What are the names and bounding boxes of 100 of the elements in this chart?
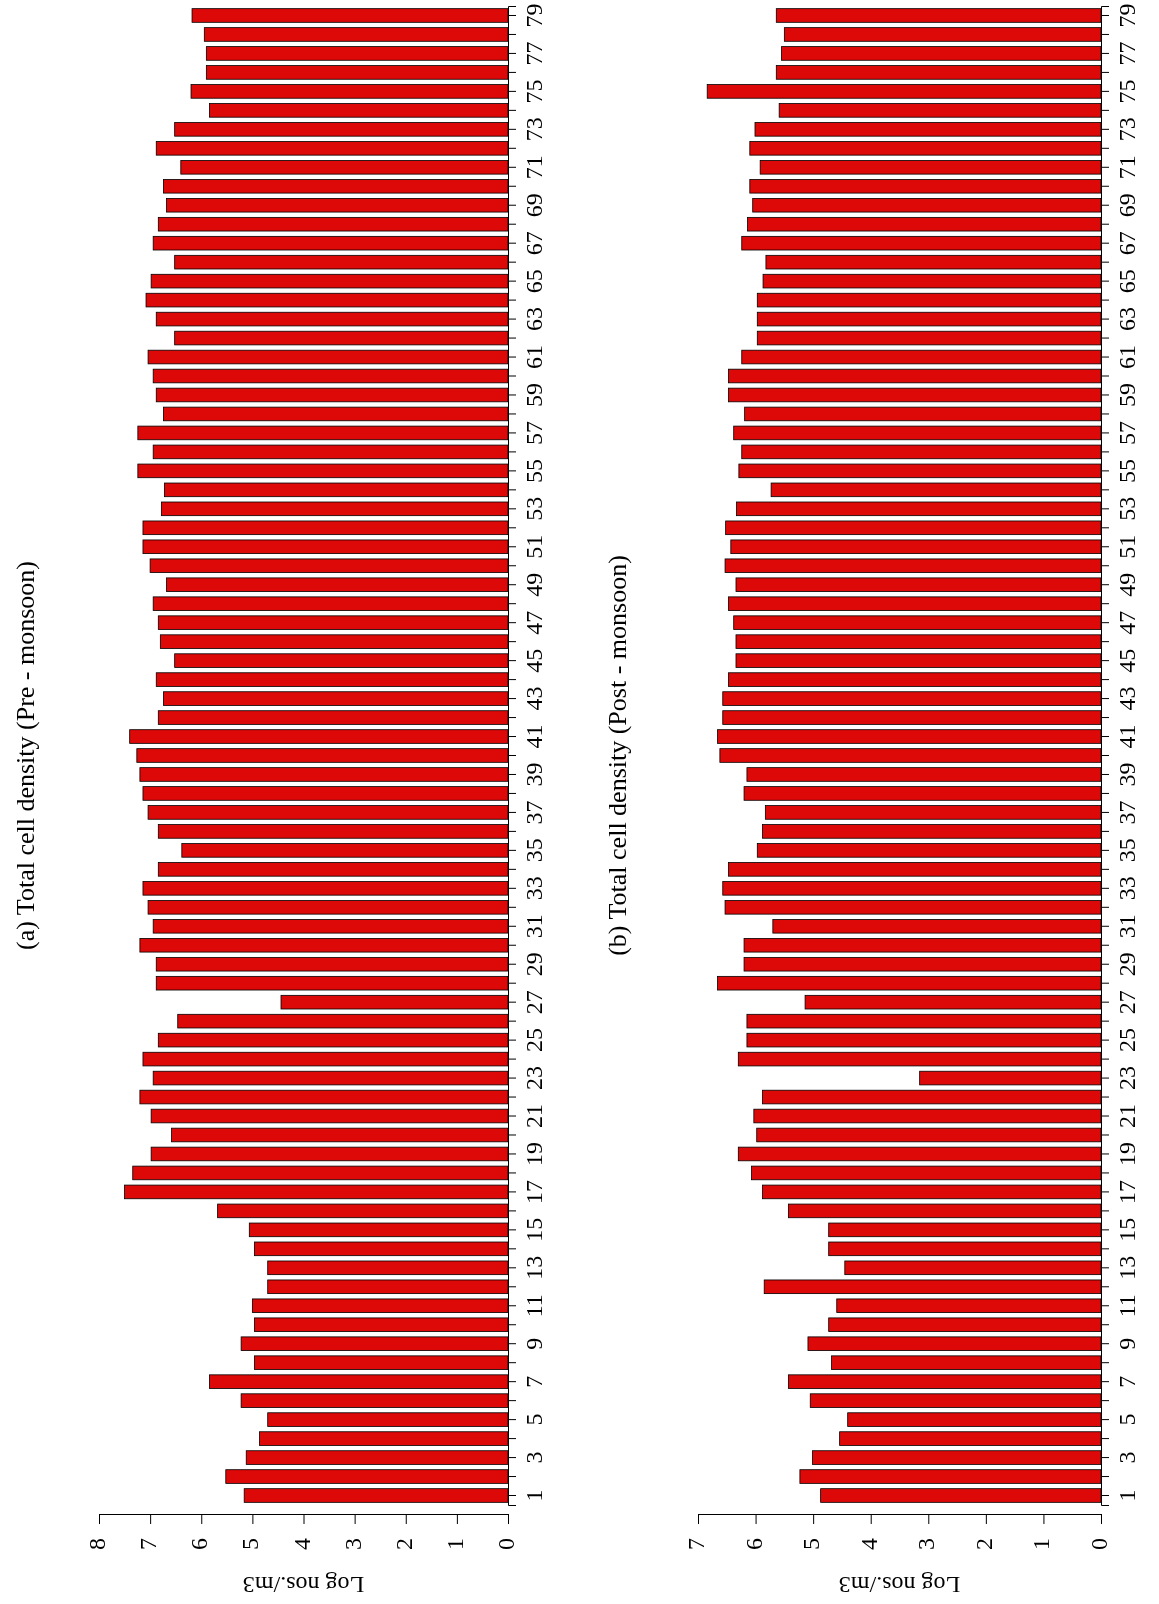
y-tick-label: 49 [520, 572, 547, 597]
y-tick-label: 15 [520, 1217, 547, 1242]
y-tick-label: 63 [1113, 307, 1140, 332]
y-tick-label: 13 [520, 1255, 547, 1280]
y-tick-label: 75 [1113, 79, 1140, 104]
y-tick-label: 69 [520, 193, 547, 218]
y-tick-label: 61 [520, 345, 547, 370]
y-tick-label: 77 [520, 41, 547, 66]
y-tick-label: 67 [520, 231, 547, 256]
y-tick-label: 35 [1113, 838, 1140, 863]
text: (a) Total cell density (Pre - monsoon) [10, 560, 40, 951]
y-tick-label: 27 [520, 990, 547, 1015]
x-tick-label: 1 [1028, 1538, 1055, 1550]
y-tick-label: 17 [520, 1179, 547, 1204]
y-tick-label: 71 [1113, 155, 1140, 180]
x-tick-label: 7 [683, 1538, 710, 1550]
y-tick-label: 65 [1113, 269, 1140, 294]
y-tick-label: 33 [1113, 876, 1140, 901]
x-axis-title: Log nos./m3 [838, 1571, 961, 1598]
y-tick-label: 53 [1113, 496, 1140, 521]
y-tick-label: 57 [520, 420, 547, 445]
x-tick-label: 3 [913, 1538, 940, 1550]
y-tick-label: 57 [1113, 420, 1140, 445]
y-tick-label: 7 [1113, 1375, 1140, 1388]
y-tick-label: 3 [520, 1451, 547, 1464]
y-tick-label: 31 [1113, 914, 1140, 939]
y-tick-label: 75 [520, 79, 547, 104]
x-tick-label: 7 [135, 1538, 162, 1550]
y-tick-label: 65 [520, 269, 547, 294]
text: (b) Total cell density (Post - monsoon) [602, 555, 632, 956]
y-tick-label: 55 [520, 458, 547, 483]
y-tick-label: 69 [1113, 193, 1140, 218]
y-tick-label: 33 [520, 876, 547, 901]
y-tick-label: 77 [1113, 41, 1140, 66]
y-tick-label: 73 [520, 117, 547, 142]
y-tick-label: 43 [1113, 686, 1140, 711]
y-tick-label: 37 [1113, 800, 1140, 825]
y-tick-label: 1 [520, 1489, 547, 1502]
y-tick-label: 15 [1113, 1217, 1140, 1242]
y-tick-label: 55 [1113, 458, 1140, 483]
y-tick-label: 25 [520, 1028, 547, 1053]
y-tick-label: 3 [1113, 1451, 1140, 1464]
x-tick-label: 4 [288, 1538, 315, 1550]
y-tick-label: 5 [520, 1413, 547, 1426]
y-tick-label: 21 [1113, 1104, 1140, 1129]
y-tick-label: 47 [1113, 610, 1140, 635]
y-tick-label: 61 [1113, 345, 1140, 370]
y-tick-label: 43 [520, 686, 547, 711]
y-tick-label: 51 [520, 534, 547, 559]
x-tick-label: 1 [441, 1538, 468, 1550]
y-tick-label: 59 [520, 382, 547, 407]
x-tick-label: 5 [798, 1538, 825, 1550]
y-tick-label: 27 [1113, 990, 1140, 1015]
x-tick-label: 6 [740, 1538, 767, 1550]
x-tick-label: 3 [339, 1538, 366, 1550]
y-tick-label: 71 [520, 155, 547, 180]
y-tick-label: 25 [1113, 1028, 1140, 1053]
y-tick-label: 1 [1113, 1489, 1140, 1502]
y-tick-label: 45 [520, 648, 547, 673]
y-tick-label: 31 [520, 914, 547, 939]
x-tick-label: 6 [186, 1538, 213, 1550]
y-tick-label: 73 [1113, 117, 1140, 142]
y-tick-label: 23 [1113, 1066, 1140, 1091]
y-tick-label: 79 [520, 3, 547, 28]
x-tick-label: 2 [390, 1538, 417, 1550]
y-tick-label: 41 [1113, 724, 1140, 749]
x-axis-title: Log nos./m3 [242, 1571, 365, 1598]
y-tick-label: 11 [1113, 1294, 1140, 1318]
y-tick-label: 21 [520, 1104, 547, 1129]
y-tick-label: 39 [520, 762, 547, 787]
y-tick-label: 23 [520, 1066, 547, 1091]
y-tick-label: 53 [520, 496, 547, 521]
y-tick-label: 37 [520, 800, 547, 825]
y-tick-label: 9 [1113, 1337, 1140, 1350]
y-tick-label: 39 [1113, 762, 1140, 787]
y-tick-label: 79 [1113, 3, 1140, 28]
x-tick-label: 8 [84, 1538, 111, 1550]
y-tick-label: 67 [1113, 231, 1140, 256]
y-tick-label: 63 [520, 307, 547, 332]
x-tick-label: 0 [1086, 1538, 1113, 1550]
y-tick-label: 11 [520, 1294, 547, 1318]
y-tick-label: 7 [520, 1375, 547, 1388]
x-tick-label: 5 [237, 1538, 264, 1550]
x-tick-label: 4 [855, 1538, 882, 1550]
y-tick-label: 13 [1113, 1255, 1140, 1280]
y-tick-label: 51 [1113, 534, 1140, 559]
y-tick-label: 45 [1113, 648, 1140, 673]
y-tick-label: 19 [520, 1141, 547, 1166]
y-tick-label: 59 [1113, 382, 1140, 407]
x-tick-label: 0 [493, 1538, 520, 1550]
y-tick-label: 17 [1113, 1179, 1140, 1204]
y-tick-label: 5 [1113, 1413, 1140, 1426]
y-tick-label: 29 [1113, 952, 1140, 977]
y-tick-label: 47 [520, 610, 547, 635]
y-tick-label: 9 [520, 1337, 547, 1350]
y-tick-label: 29 [520, 952, 547, 977]
y-tick-label: 35 [520, 838, 547, 863]
y-tick-label: 49 [1113, 572, 1140, 597]
y-tick-label: 41 [520, 724, 547, 749]
y-tick-label: 19 [1113, 1141, 1140, 1166]
